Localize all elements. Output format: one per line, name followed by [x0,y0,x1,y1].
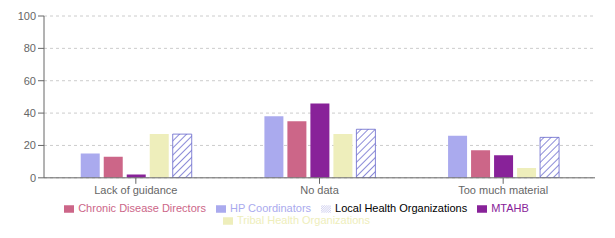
svg-text:No data: No data [300,184,339,196]
svg-text:100: 100 [18,10,36,22]
html-text:MTAHB: MTAHB [491,201,529,214]
html-text:Chronic Disease Directors: Chronic Disease Directors [78,201,206,214]
svg-text:0: 0 [30,172,36,184]
svg-text:Lack of guidance: Lack of guidance [94,184,177,196]
html-text:Local Health Organizations: Local Health Organizations [335,201,468,214]
html-text:HP Coordinators: HP Coordinators [229,201,312,214]
svg-text:60: 60 [24,75,36,87]
svg-text:20: 20 [24,139,36,151]
html-text:Tribal Health Organizations: Tribal Health Organizations [237,213,370,226]
svg-text:40: 40 [24,107,36,119]
svg-text:Too much material: Too much material [458,184,548,196]
svg-text:80: 80 [24,42,36,54]
